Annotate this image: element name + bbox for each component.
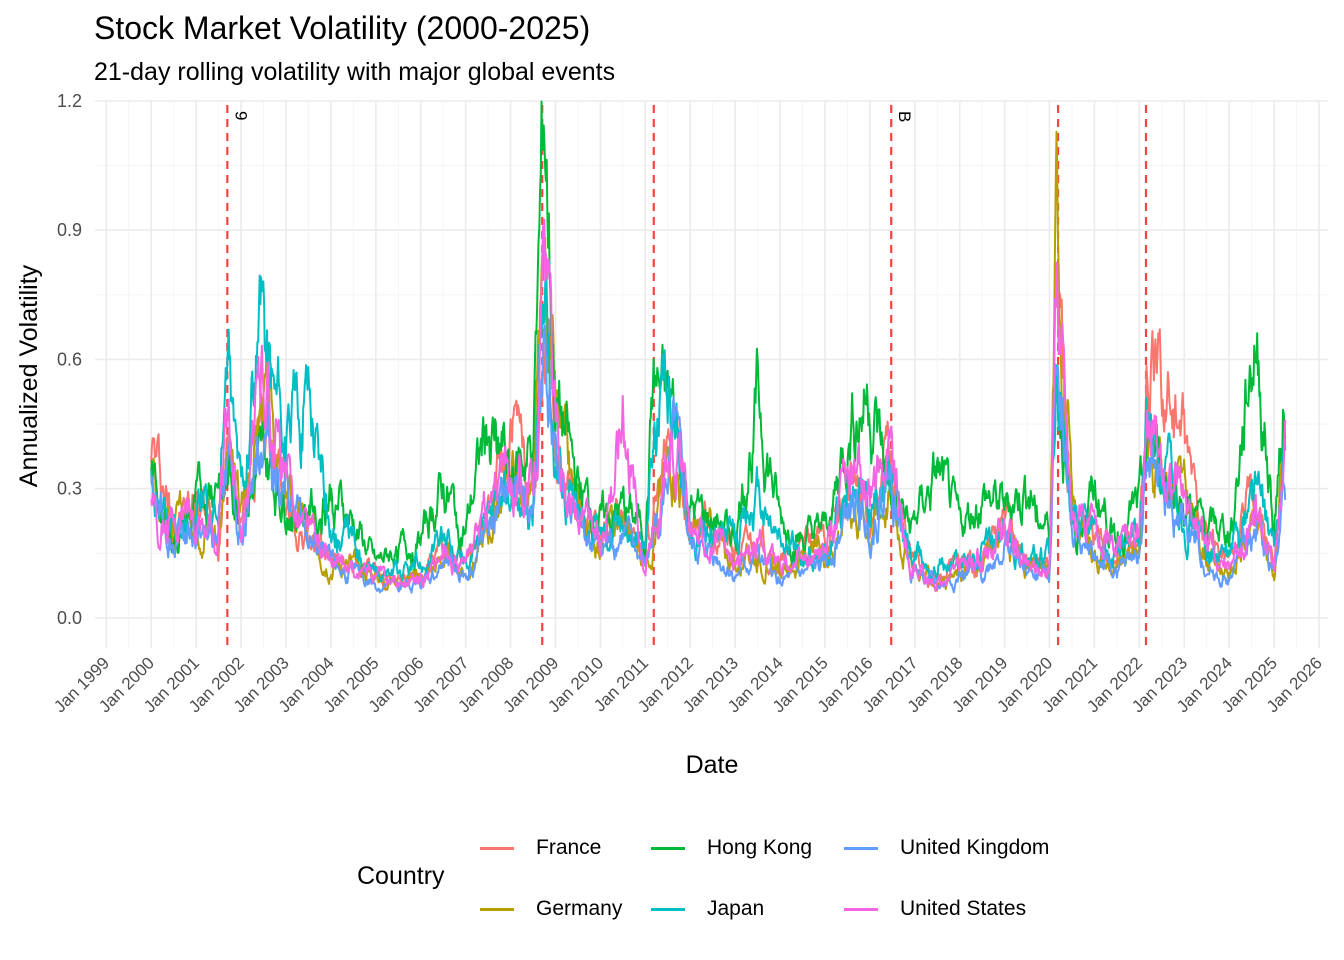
legend-title: Country: [357, 862, 445, 890]
legend-key-united-states: [844, 907, 878, 911]
chart-title: Stock Market Volatility (2000-2025): [94, 10, 591, 46]
legend-key-hong-kong: [651, 846, 685, 850]
y-tick-label: 0.3: [57, 479, 82, 499]
legend-key-germany: [480, 907, 514, 911]
legend-label-france: France: [536, 836, 602, 859]
series-lines: [150, 100, 1287, 594]
legend-item-japan: Japan: [651, 897, 764, 921]
legend-label-hong-kong: Hong Kong: [707, 836, 813, 859]
y-tick-label: 0.6: [57, 349, 82, 369]
legend-item-hong-kong: Hong Kong: [651, 836, 812, 860]
chart-subtitle: 21-day rolling volatility with major glo…: [94, 58, 616, 86]
legend-item-france: France: [480, 836, 601, 860]
legend-key-united-kingdom: [844, 846, 878, 850]
x-axis-title: Date: [686, 751, 739, 779]
legend-label-japan: Japan: [707, 897, 765, 920]
legend-label-germany: Germany: [536, 897, 623, 920]
y-tick-label: 1.2: [57, 91, 82, 111]
legend-label-united-states: United States: [900, 897, 1027, 920]
legend-key-france: [480, 846, 514, 850]
legend-item-germany: Germany: [480, 897, 622, 921]
y-tick-label: 0.9: [57, 220, 82, 240]
legend-item-united-states: United States: [844, 897, 1026, 921]
y-axis-title: Annualized Volatility: [15, 264, 43, 487]
series-line-united-states: [150, 218, 1287, 593]
event-label: B: [895, 111, 914, 122]
series-line-united-kingdom: [150, 324, 1287, 594]
y-axis-ticks: 0.0 0.3 0.6 0.9 1.2: [57, 91, 82, 628]
legend-item-united-kingdom: United Kingdom: [844, 836, 1049, 860]
legend-label-united-kingdom: United Kingdom: [900, 836, 1050, 859]
y-tick-label: 0.0: [57, 608, 82, 628]
legend-key-japan: [651, 907, 685, 911]
grid: [95, 100, 1328, 648]
series-line-hong-kong: [150, 100, 1287, 571]
event-label: 9: [231, 111, 250, 120]
